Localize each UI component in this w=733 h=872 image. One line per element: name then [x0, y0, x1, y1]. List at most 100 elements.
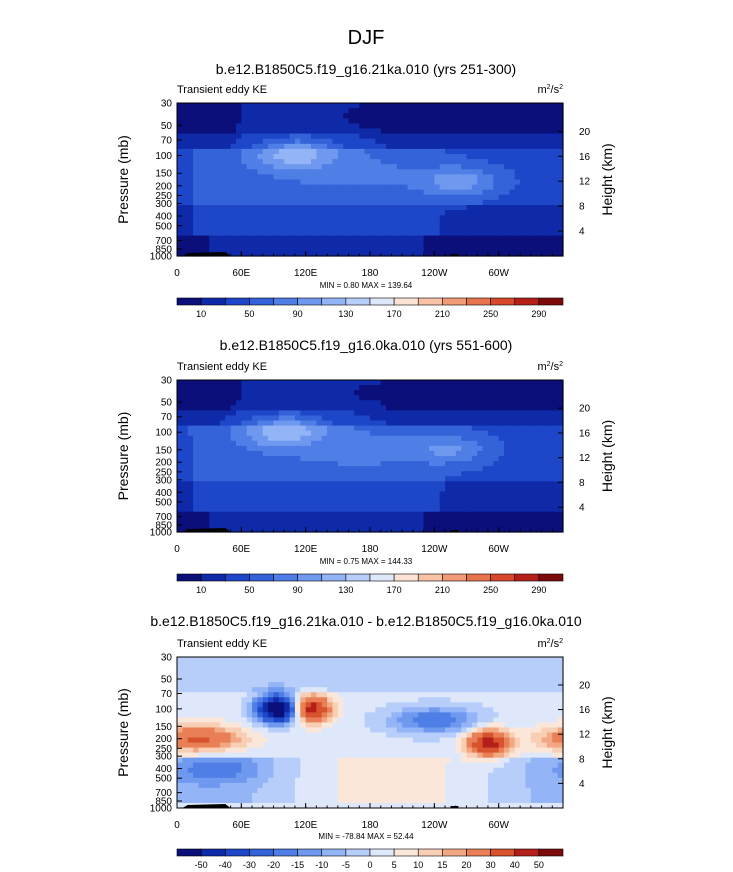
field-cell: [182, 491, 189, 498]
field-cell: [364, 511, 371, 518]
field-cell: [332, 215, 339, 221]
field-cell: [262, 496, 269, 503]
field-cell: [225, 169, 232, 175]
field-cell: [423, 240, 430, 247]
field-cell: [278, 471, 285, 477]
field-cell: [316, 486, 323, 493]
field-cell: [177, 501, 183, 508]
field-cell: [557, 250, 564, 257]
field-cell: [177, 123, 183, 130]
field-cell: [520, 240, 527, 247]
field-cell: [450, 245, 457, 252]
field-cell: [327, 430, 334, 437]
field-cell: [423, 410, 430, 417]
p-tick-label: 250: [155, 191, 172, 202]
field-cell: [428, 189, 435, 196]
field-cell: [380, 506, 387, 513]
field-cell: [380, 215, 387, 221]
field-cell: [252, 179, 259, 186]
field-cell: [509, 526, 516, 533]
field-cell: [482, 400, 489, 406]
field-cell: [471, 128, 478, 135]
field-cell: [434, 440, 441, 447]
field-cell: [289, 138, 296, 145]
field-cell: [412, 471, 419, 477]
field-cell: [257, 179, 264, 186]
field-cell: [252, 506, 259, 513]
field-cell: [177, 466, 183, 472]
field-cell: [321, 672, 328, 678]
field-cell: [418, 667, 425, 673]
field-cell: [337, 501, 344, 508]
field-cell: [536, 184, 543, 191]
field-cell: [487, 250, 494, 257]
field-cell: [445, 108, 452, 114]
field-cell: [300, 677, 307, 683]
field-cell: [530, 194, 537, 201]
field-cell: [343, 133, 350, 140]
field-cell: [520, 450, 527, 457]
field-cell: [321, 400, 328, 406]
field-cell: [316, 184, 323, 191]
field-cell: [493, 526, 500, 533]
field-cell: [439, 123, 446, 130]
field-cell: [552, 395, 559, 401]
field-cell: [520, 215, 527, 221]
field-cell: [203, 205, 210, 211]
field-cell: [225, 415, 232, 422]
field-cell: [203, 118, 210, 124]
field-cell: [520, 511, 527, 518]
field-cell: [552, 521, 559, 528]
field-cell: [364, 395, 371, 401]
field-cell: [370, 400, 376, 406]
field-cell: [348, 148, 355, 155]
field-cell: [530, 230, 537, 237]
field-cell: [471, 210, 478, 216]
field-cell: [418, 496, 425, 503]
field-cell: [193, 154, 200, 160]
field-cell: [520, 113, 527, 119]
field-cell: [305, 240, 312, 247]
field-cell: [284, 210, 291, 216]
field-cell: [525, 410, 532, 417]
field-cell: [321, 159, 328, 165]
field-cell: [434, 672, 441, 678]
field-cell: [198, 521, 205, 528]
field-cell: [203, 415, 210, 422]
field-cell: [407, 440, 414, 447]
field-cell: [407, 657, 414, 663]
field-cell: [219, 672, 226, 678]
field-cell: [520, 662, 527, 668]
field-cell: [311, 174, 317, 181]
field-cell: [487, 395, 494, 401]
field-cell: [536, 501, 543, 508]
field-cell: [546, 123, 553, 130]
field-cell: [219, 225, 226, 232]
field-cell: [402, 380, 409, 386]
field-cell: [225, 138, 232, 145]
field-cell: [557, 506, 564, 513]
field-cell: [193, 466, 200, 472]
field-cell: [450, 405, 457, 411]
field-cell: [187, 461, 194, 467]
field-cell: [402, 199, 409, 206]
field-cell: [477, 420, 484, 427]
field-cell: [316, 405, 323, 411]
field-cell: [268, 123, 275, 130]
field-cell: [321, 118, 328, 124]
field-cell: [187, 174, 194, 181]
h-tick-label: 8: [579, 478, 585, 489]
field-cell: [471, 148, 478, 155]
field-cell: [225, 240, 232, 247]
field-cell: [391, 245, 398, 252]
field-cell: [514, 154, 521, 160]
field-cell: [402, 657, 409, 663]
field-cell: [294, 400, 301, 406]
field-cell: [289, 476, 296, 482]
field-cell: [230, 123, 237, 130]
field-cell: [461, 657, 468, 663]
field-cell: [241, 400, 248, 406]
field-cell: [386, 496, 393, 503]
field-cell: [327, 174, 334, 181]
field-cell: [412, 400, 419, 406]
